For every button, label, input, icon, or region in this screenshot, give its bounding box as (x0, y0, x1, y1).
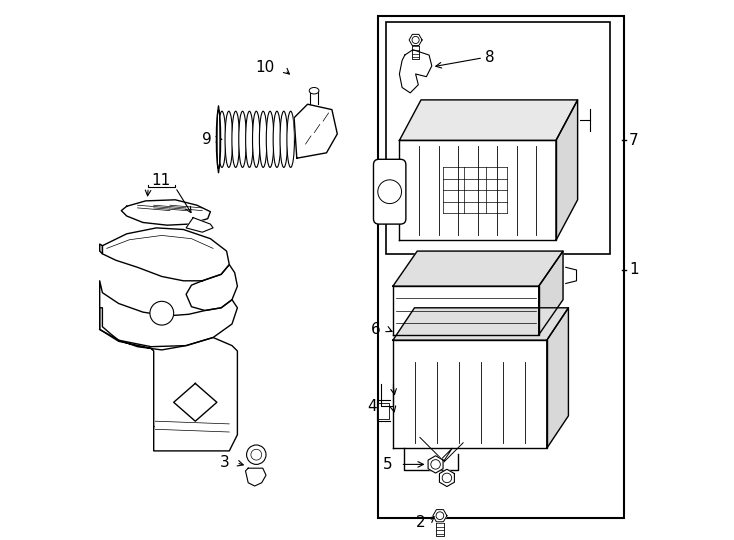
Ellipse shape (239, 111, 247, 167)
Polygon shape (433, 510, 447, 522)
Text: 1: 1 (629, 262, 639, 278)
Text: 7: 7 (629, 133, 639, 148)
Text: 4: 4 (367, 399, 377, 414)
Circle shape (442, 473, 451, 483)
Polygon shape (100, 308, 237, 451)
Polygon shape (103, 228, 229, 281)
Polygon shape (393, 286, 539, 335)
Polygon shape (100, 244, 103, 254)
Ellipse shape (266, 111, 274, 167)
Text: 3: 3 (219, 455, 229, 470)
Polygon shape (186, 218, 213, 232)
Ellipse shape (309, 87, 319, 94)
Polygon shape (174, 383, 217, 421)
Polygon shape (399, 100, 578, 140)
Polygon shape (100, 281, 237, 347)
Ellipse shape (259, 111, 267, 167)
Text: 11: 11 (151, 173, 170, 188)
Circle shape (412, 36, 419, 44)
Text: 9: 9 (202, 132, 211, 147)
Polygon shape (186, 265, 237, 310)
Polygon shape (294, 104, 338, 158)
FancyBboxPatch shape (374, 159, 406, 224)
Ellipse shape (232, 111, 239, 167)
Polygon shape (393, 340, 547, 448)
Ellipse shape (217, 110, 220, 169)
Polygon shape (547, 308, 568, 448)
Circle shape (378, 180, 401, 204)
Text: 6: 6 (371, 322, 380, 337)
Bar (378, 403, 389, 419)
Polygon shape (556, 100, 578, 240)
Circle shape (436, 512, 444, 519)
Text: 10: 10 (255, 60, 274, 75)
Ellipse shape (246, 111, 253, 167)
Polygon shape (409, 35, 422, 45)
Polygon shape (399, 140, 556, 240)
Polygon shape (428, 456, 443, 473)
Circle shape (251, 449, 262, 460)
Text: 5: 5 (383, 457, 393, 472)
Polygon shape (399, 50, 432, 93)
Polygon shape (539, 251, 563, 335)
Ellipse shape (218, 111, 226, 167)
Polygon shape (440, 469, 454, 487)
Circle shape (150, 301, 174, 325)
Ellipse shape (280, 111, 288, 167)
Ellipse shape (252, 111, 260, 167)
Text: 2: 2 (415, 515, 425, 530)
Ellipse shape (273, 111, 280, 167)
Polygon shape (393, 308, 568, 340)
Polygon shape (121, 200, 211, 225)
Polygon shape (393, 251, 563, 286)
Bar (386, 22, 610, 254)
Circle shape (247, 445, 266, 464)
Ellipse shape (287, 111, 294, 167)
Circle shape (431, 460, 440, 469)
Polygon shape (245, 468, 266, 486)
Bar (378, 16, 623, 518)
Text: 8: 8 (484, 50, 494, 65)
Ellipse shape (225, 111, 233, 167)
